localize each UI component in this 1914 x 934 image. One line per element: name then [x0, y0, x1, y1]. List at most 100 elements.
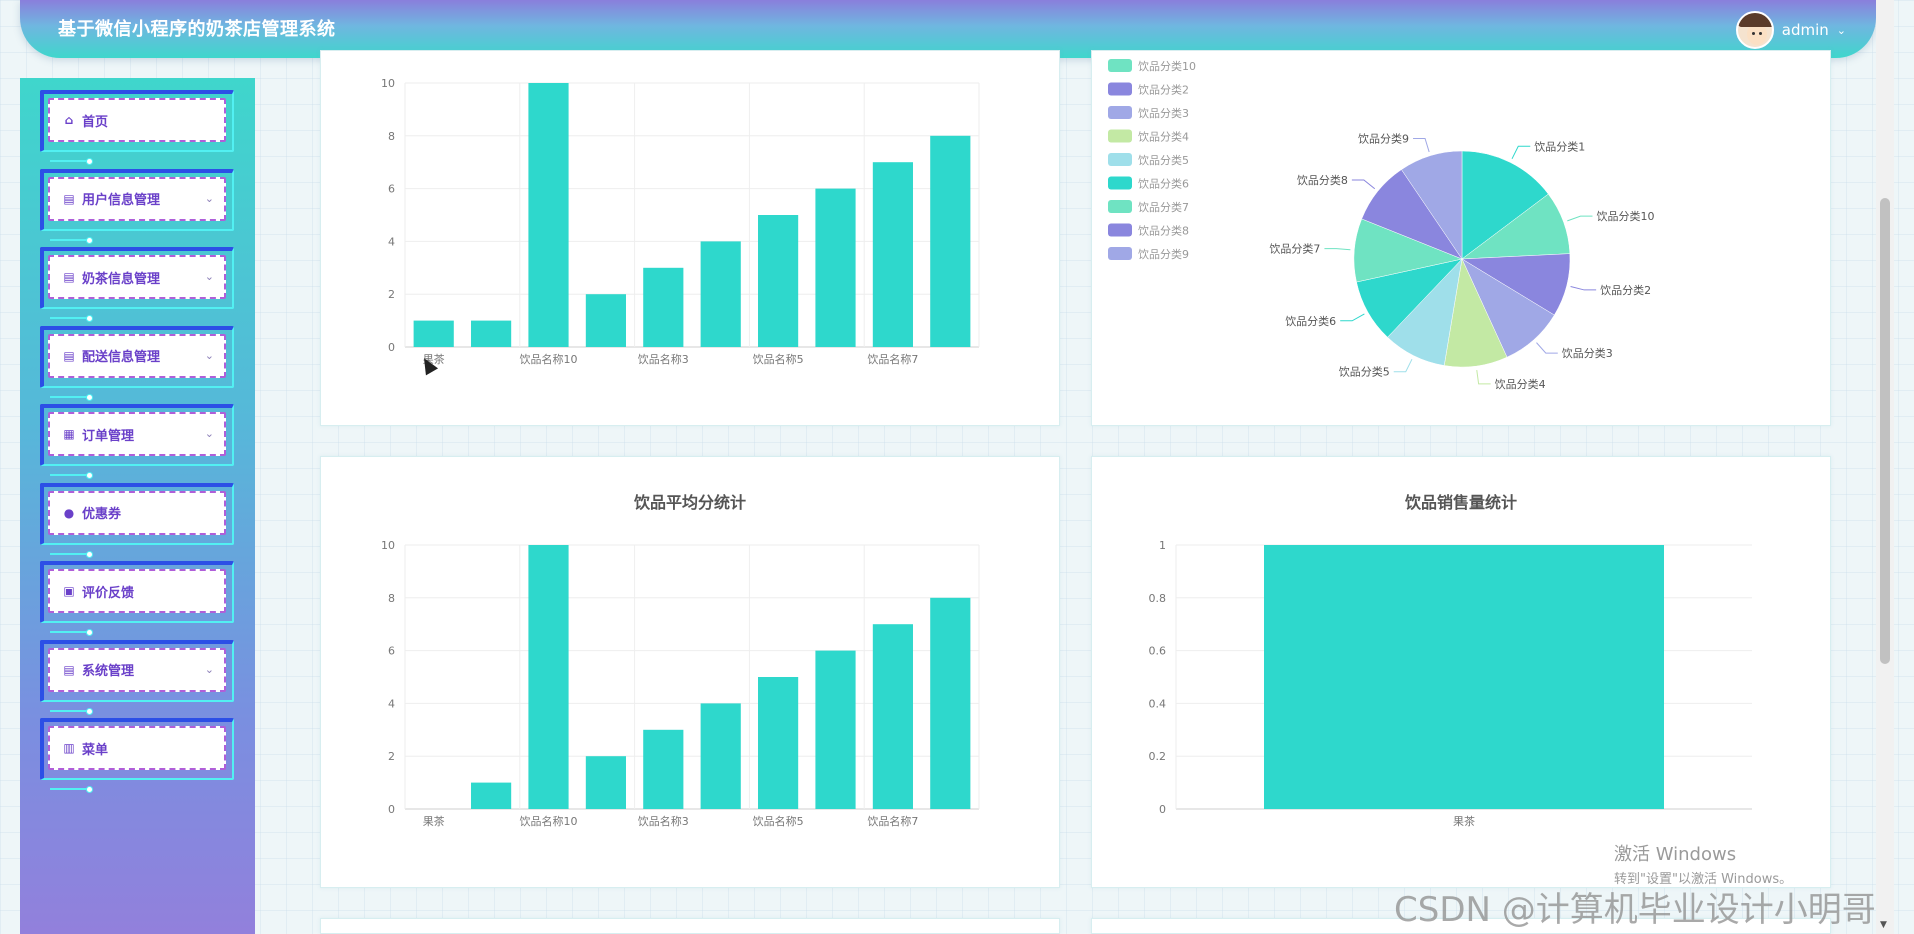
x-tick-label: 饮品名称7 [867, 352, 918, 366]
pie-label-line [1511, 145, 1531, 160]
nav-frame [40, 168, 234, 231]
legend-label[interactable]: 饮品分类6 [1138, 177, 1189, 191]
nav-frame [40, 561, 234, 623]
home-icon: ⌂ [64, 113, 74, 127]
nav-button[interactable]: ▥ 菜单 [48, 726, 226, 770]
bar[interactable] [815, 650, 856, 809]
bar[interactable] [1264, 545, 1664, 809]
csdn-watermark: CSDN @计算机毕业设计小明哥 [1394, 890, 1876, 930]
list-icon: ▤ [63, 191, 75, 206]
bar[interactable] [815, 188, 856, 347]
bar[interactable] [528, 545, 569, 809]
username[interactable]: admin [1781, 21, 1829, 39]
y-tick-label: 6 [388, 645, 395, 658]
pie-label-line [1567, 215, 1593, 222]
pie-slice-label: 饮品分类7 [1269, 242, 1320, 256]
legend-label[interactable]: 饮品分类3 [1138, 106, 1189, 120]
legend-swatch[interactable] [1108, 153, 1132, 166]
legend-swatch[interactable] [1108, 59, 1132, 72]
page-scrollbar[interactable]: ▼ [1876, 0, 1894, 934]
legend-swatch[interactable] [1108, 82, 1132, 96]
chevron-down-icon[interactable]: ⌄ [204, 270, 214, 283]
bar[interactable] [585, 294, 626, 347]
bar[interactable] [471, 320, 512, 347]
bar[interactable] [413, 320, 454, 347]
nav-button[interactable]: ▣ 评价反馈 [48, 569, 226, 613]
nav-button[interactable]: ▤ 奶茶信息管理 ⌄ [48, 255, 226, 299]
chevron-down-icon[interactable]: ⌄ [1836, 23, 1846, 37]
nav-button[interactable]: ▤ 用户信息管理 ⌄ [48, 176, 226, 221]
sidebar-item[interactable]: ▣ 评价反馈 [40, 561, 234, 636]
nav-decoration [50, 315, 93, 322]
scrollbar-thumb[interactable] [1880, 198, 1890, 664]
legend-label[interactable]: 饮品分类2 [1138, 83, 1189, 97]
sidebar-item[interactable]: ▤ 配送信息管理 ⌄ [40, 325, 234, 401]
bar[interactable] [643, 267, 684, 347]
scroll-down-icon[interactable]: ▼ [1880, 920, 1887, 930]
pie-slice[interactable] [1461, 150, 1549, 260]
bar[interactable] [930, 135, 971, 347]
nav-frame [40, 90, 234, 152]
legend-label[interactable]: 饮品分类10 [1138, 59, 1196, 73]
nav-decoration [50, 629, 93, 636]
sidebar-item[interactable]: ▦ 订单管理 ⌄ [40, 404, 234, 479]
nav-button[interactable]: ▤ 配送信息管理 ⌄ [48, 333, 226, 378]
nav-button[interactable]: ⌂ 首页 [48, 98, 226, 142]
x-tick-label: 果茶 [1453, 815, 1475, 828]
legend-swatch[interactable] [1108, 106, 1132, 119]
bar[interactable] [758, 215, 799, 347]
legend-swatch[interactable] [1108, 200, 1132, 213]
pie-slice[interactable] [1401, 150, 1463, 260]
chevron-down-icon[interactable]: ⌄ [204, 427, 214, 440]
chart-card-avg-score: 饮品平均分统计 0 2 4 6 8 10 果茶 饮品名称10 饮品名称3 饮品名称5 饮品名称7 [320, 456, 1060, 888]
sidebar-item[interactable]: ⌂ 首页 [40, 90, 234, 165]
x-tick-label: 果茶 [423, 815, 445, 828]
legend-swatch[interactable] [1108, 129, 1132, 143]
pie-slice-label: 饮品分类5 [1339, 365, 1390, 379]
legend-label[interactable]: 饮品分类4 [1138, 130, 1189, 144]
drop-icon: ● [63, 505, 75, 520]
bar[interactable] [643, 729, 684, 809]
nav-frame [40, 325, 234, 388]
shop-icon: ▦ [63, 427, 75, 441]
y-tick-label: 4 [388, 697, 395, 710]
chevron-down-icon[interactable]: ⌄ [204, 662, 214, 676]
sidebar-item[interactable]: ▤ 用户信息管理 ⌄ [40, 168, 234, 244]
legend-swatch[interactable] [1108, 176, 1132, 190]
y-tick-label: 10 [381, 77, 395, 90]
sidebar-item[interactable]: ● 优惠券 [40, 482, 234, 558]
nav-button[interactable]: ● 优惠券 [48, 490, 226, 535]
nav-button[interactable]: ▤ 系统管理 ⌄ [48, 647, 226, 692]
y-tick-label: 4 [388, 235, 395, 248]
bar[interactable] [528, 83, 569, 347]
legend-swatch[interactable] [1108, 223, 1132, 237]
pie-chart-category: 饮品分类10 饮品分类2 饮品分类3 饮品分类4 饮品分类5 饮品分类6 饮品分类7 饮品分类… [1108, 59, 1654, 391]
windows-watermark-title: 激活 Windows [1614, 844, 1737, 865]
sidebar-item[interactable]: ▤ 奶茶信息管理 ⌄ [40, 247, 234, 322]
bar[interactable] [585, 756, 626, 809]
legend-label[interactable]: 饮品分类7 [1138, 200, 1189, 214]
legend-label[interactable]: 饮品分类9 [1138, 247, 1189, 261]
chevron-down-icon[interactable]: ⌄ [204, 348, 214, 362]
y-tick-label: 2 [388, 288, 395, 301]
nav-button[interactable]: ▦ 订单管理 ⌄ [48, 412, 226, 456]
bar[interactable] [872, 624, 913, 809]
sidebar-item[interactable]: ▤ 系统管理 ⌄ [40, 639, 234, 715]
chevron-down-icon[interactable]: ⌄ [204, 191, 214, 205]
legend-swatch[interactable] [1108, 247, 1132, 260]
bar[interactable] [872, 162, 913, 347]
avatar[interactable] [1735, 11, 1774, 49]
bar[interactable] [758, 677, 799, 809]
legend-label[interactable]: 饮品分类8 [1138, 224, 1189, 238]
bar[interactable] [471, 782, 512, 809]
bar[interactable] [930, 597, 971, 809]
bar[interactable] [700, 703, 741, 809]
legend-label[interactable]: 饮品分类5 [1138, 153, 1189, 167]
bar[interactable] [700, 241, 741, 347]
user-menu[interactable]: admin ⌄ [1735, 11, 1846, 49]
sidebar-item[interactable]: ▥ 菜单 [40, 718, 234, 793]
nav-decoration [50, 707, 93, 715]
pie-slice-label: 饮品分类3 [1562, 346, 1613, 360]
x-tick-label: 饮品名称10 [520, 352, 578, 366]
sidebar-item-label: 菜单 [82, 742, 109, 758]
